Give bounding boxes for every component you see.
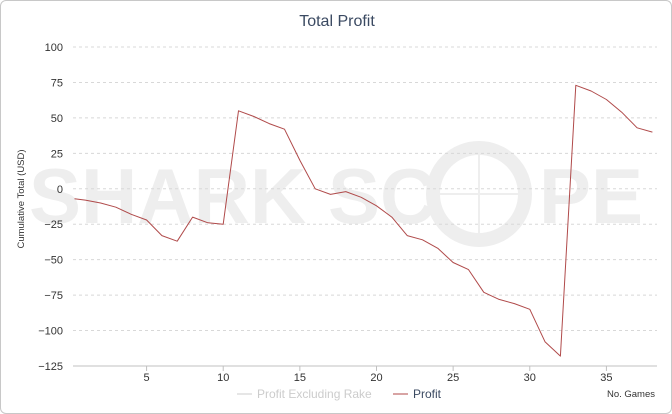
data-point[interactable] — [128, 211, 134, 217]
data-point[interactable] — [159, 233, 165, 239]
data-point[interactable] — [98, 200, 104, 206]
data-point[interactable] — [603, 96, 609, 102]
y-tick-label: −125 — [38, 361, 63, 373]
y-tick-label: −25 — [44, 219, 63, 231]
data-point[interactable] — [496, 296, 502, 302]
crosshair-icon — [426, 141, 532, 247]
x-tick-label: 30 — [524, 372, 536, 384]
data-point[interactable] — [619, 109, 625, 115]
data-point[interactable] — [465, 267, 471, 273]
legend-label-profit: Profit — [413, 387, 442, 401]
x-tick-label: 35 — [600, 372, 612, 384]
y-tick-label: 100 — [45, 42, 63, 54]
data-point[interactable] — [236, 108, 242, 114]
data-point[interactable] — [557, 353, 563, 359]
y-tick-label: 75 — [51, 77, 63, 89]
data-point[interactable] — [297, 157, 303, 163]
y-axis-ticks: 100 75 50 25 0 −25 −50 −75 −100 −125 — [38, 42, 63, 373]
data-point[interactable] — [251, 113, 257, 119]
y-tick-label: 0 — [57, 184, 63, 196]
data-point[interactable] — [389, 214, 395, 220]
data-point[interactable] — [634, 125, 640, 131]
data-point[interactable] — [190, 214, 196, 220]
data-point[interactable] — [82, 197, 88, 203]
data-point[interactable] — [511, 301, 517, 307]
data-point[interactable] — [435, 245, 441, 251]
data-point[interactable] — [113, 204, 119, 210]
y-axis-title: Cumulative Total (USD) — [16, 149, 27, 248]
data-point[interactable] — [205, 220, 211, 226]
x-axis-ticks: 5 10 15 20 25 30 35 — [144, 366, 613, 384]
x-tick-label: 15 — [294, 372, 306, 384]
data-point[interactable] — [72, 196, 78, 202]
legend-item-profit-excluding-rake[interactable]: Profit Excluding Rake — [237, 387, 372, 401]
data-point[interactable] — [220, 221, 226, 227]
y-tick-label: −75 — [44, 290, 63, 302]
data-point[interactable] — [573, 82, 579, 88]
legend-item-profit[interactable]: Profit — [393, 387, 442, 401]
sharkscope-watermark: SHARK SC PE — [29, 141, 643, 247]
y-tick-label: −50 — [44, 255, 63, 267]
legend: Profit Excluding Rake Profit — [237, 387, 442, 401]
data-point[interactable] — [282, 126, 288, 132]
grid-lines — [73, 46, 657, 332]
x-tick-label: 25 — [447, 372, 459, 384]
data-point[interactable] — [542, 339, 548, 345]
data-point[interactable] — [144, 217, 150, 223]
x-axis-title: No. Games — [607, 389, 655, 400]
data-point[interactable] — [373, 203, 379, 209]
data-point[interactable] — [328, 191, 334, 197]
y-tick-label: −100 — [38, 326, 63, 338]
series-layer — [72, 82, 655, 359]
data-point[interactable] — [419, 237, 425, 243]
data-point[interactable] — [588, 88, 594, 94]
data-point[interactable] — [481, 289, 487, 295]
series-line-profit[interactable] — [74, 84, 653, 357]
x-tick-label: 20 — [370, 372, 382, 384]
data-point[interactable] — [312, 186, 318, 192]
watermark-text-right: PE — [539, 152, 643, 240]
data-point[interactable] — [174, 238, 180, 244]
data-point[interactable] — [450, 260, 456, 266]
data-point[interactable] — [343, 189, 349, 195]
y-tick-label: 50 — [51, 113, 63, 125]
y-tick-label: 25 — [51, 148, 63, 160]
x-tick-label: 10 — [217, 372, 229, 384]
chart-title: Total Profit — [299, 13, 375, 30]
data-point[interactable] — [358, 194, 364, 200]
legend-label-profit-excluding-rake: Profit Excluding Rake — [257, 387, 372, 401]
x-tick-label: 5 — [144, 372, 150, 384]
data-point[interactable] — [266, 121, 272, 127]
data-point[interactable] — [527, 306, 533, 312]
data-point[interactable] — [649, 129, 655, 135]
data-point[interactable] — [404, 233, 410, 239]
watermark-text-left: SHARK SC — [29, 152, 436, 240]
